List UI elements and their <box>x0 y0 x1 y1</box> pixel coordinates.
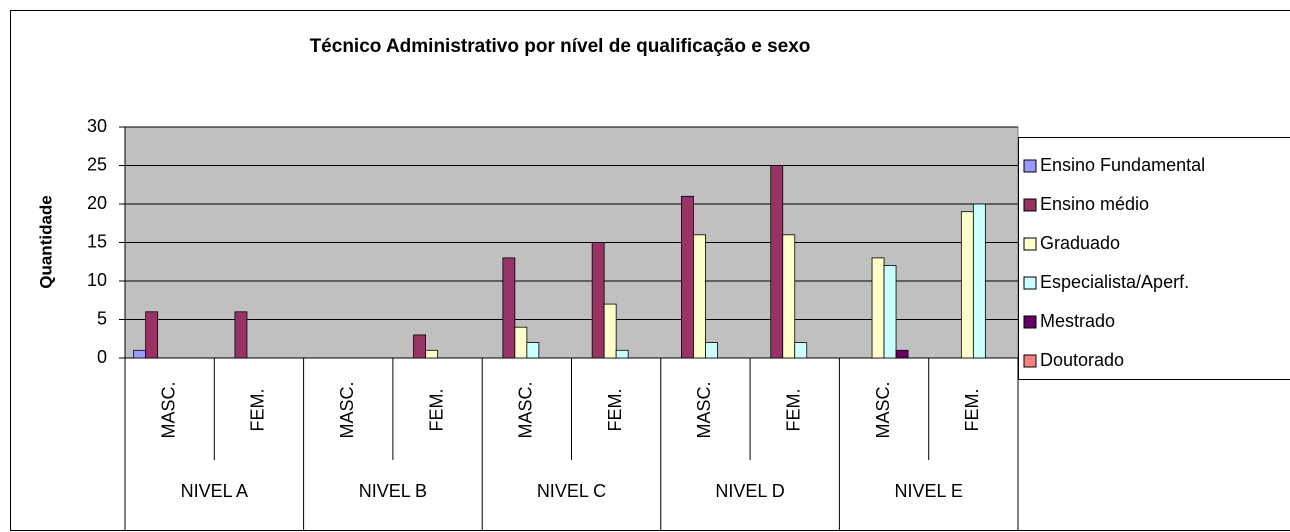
group-label: NIVEL A <box>181 481 248 501</box>
x-tick-label: FEM. <box>426 389 446 432</box>
chart-title: Técnico Administrativo por nível de qual… <box>310 36 811 57</box>
legend-label: Mestrado <box>1040 311 1115 331</box>
bar <box>413 334 426 359</box>
y-tick-label: 0 <box>97 347 107 367</box>
bar <box>514 326 528 359</box>
bar <box>681 195 694 359</box>
legend-label: Especialista/Aperf. <box>1040 272 1189 292</box>
group-label: NIVEL C <box>537 481 606 501</box>
x-tick-label: MASC. <box>337 381 357 438</box>
bar <box>133 349 147 359</box>
bar <box>972 203 986 359</box>
bar <box>794 342 808 359</box>
x-tick-label: FEM. <box>962 389 982 432</box>
legend-label: Doutorado <box>1040 350 1124 370</box>
bar <box>526 342 540 359</box>
group-label: NIVEL D <box>715 481 784 501</box>
bar <box>705 342 718 359</box>
y-tick-label: 20 <box>87 193 107 213</box>
y-tick-label: 30 <box>87 116 107 136</box>
x-tick-label: FEM. <box>605 389 625 432</box>
x-tick-label: MASC. <box>158 381 178 438</box>
x-tick-label: FEM. <box>248 389 268 432</box>
x-tick-label: MASC. <box>694 381 714 438</box>
bar <box>770 165 784 359</box>
group-label: NIVEL B <box>359 481 427 501</box>
bar <box>782 234 796 359</box>
legend-swatch <box>1023 198 1037 212</box>
group-label: NIVEL E <box>895 481 963 501</box>
bar <box>591 242 605 359</box>
bar <box>145 311 159 359</box>
bar <box>895 349 909 359</box>
bar <box>603 303 617 359</box>
legend-swatch <box>1023 237 1037 251</box>
bar <box>615 349 629 359</box>
bar <box>693 234 706 359</box>
legend-label: Ensino médio <box>1040 194 1149 214</box>
legend-swatch <box>1023 276 1037 290</box>
legend-label: Ensino Fundamental <box>1040 155 1205 175</box>
bar <box>960 211 974 359</box>
bar <box>883 265 897 359</box>
legend-swatch <box>1023 354 1037 368</box>
y-tick-label: 25 <box>87 154 107 174</box>
bar <box>425 349 438 359</box>
legend-swatch <box>1023 315 1037 329</box>
y-axis-title: Quantidade <box>36 195 55 289</box>
x-tick-label: MASC. <box>516 381 536 438</box>
y-tick-label: 10 <box>87 270 107 290</box>
bar <box>502 257 516 359</box>
x-tick-label: FEM. <box>784 389 804 432</box>
y-tick-label: 5 <box>97 308 107 328</box>
legend-label: Graduado <box>1040 233 1120 253</box>
x-tick-label: MASC. <box>873 381 893 438</box>
legend-box <box>1018 137 1290 380</box>
y-tick-label: 15 <box>87 231 107 251</box>
bar <box>234 311 248 359</box>
bar <box>871 257 885 359</box>
legend-swatch <box>1023 159 1037 173</box>
